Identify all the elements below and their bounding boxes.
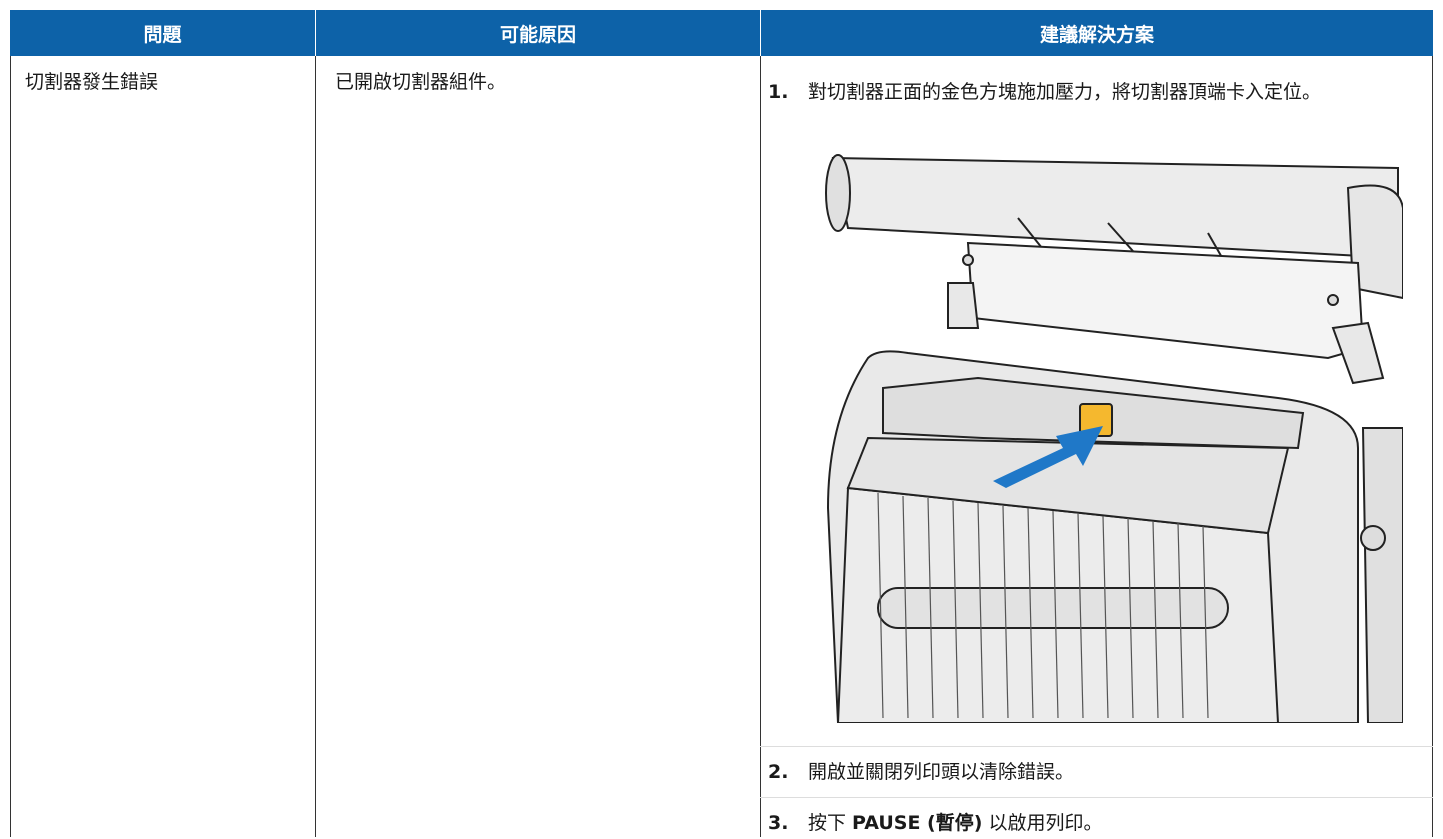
- border: [315, 56, 316, 837]
- header-cell: 問題: [10, 10, 315, 56]
- step-divider: [760, 746, 1433, 747]
- header-cell: 可能原因: [315, 10, 760, 56]
- step-number: 2.: [768, 761, 789, 783]
- step-text: 開啟並關閉列印頭以清除錯誤。: [808, 761, 1075, 783]
- step-text-part: 以啟用列印。: [982, 812, 1103, 834]
- step-text: 對切割器正面的金色方塊施加壓力，將切割器頂端卡入定位。: [808, 81, 1322, 103]
- border: [760, 56, 761, 837]
- step-number: 1.: [768, 81, 789, 103]
- step-number: 3.: [768, 812, 789, 834]
- border: [10, 56, 11, 837]
- problem: 切割器發生錯誤: [25, 71, 159, 93]
- cutter-illustration: [825, 154, 1403, 723]
- step-text-part: 按下: [808, 812, 853, 834]
- step-divider: [760, 797, 1433, 798]
- step-text: 按下 PAUSE (暫停) 以啟用列印。: [808, 807, 1102, 839]
- button-name: PAUSE (暫停): [852, 812, 983, 834]
- cause: 已開啟切割器組件。: [335, 71, 507, 93]
- border: [1432, 56, 1433, 837]
- header-cell: 建議解決方案: [760, 10, 1433, 56]
